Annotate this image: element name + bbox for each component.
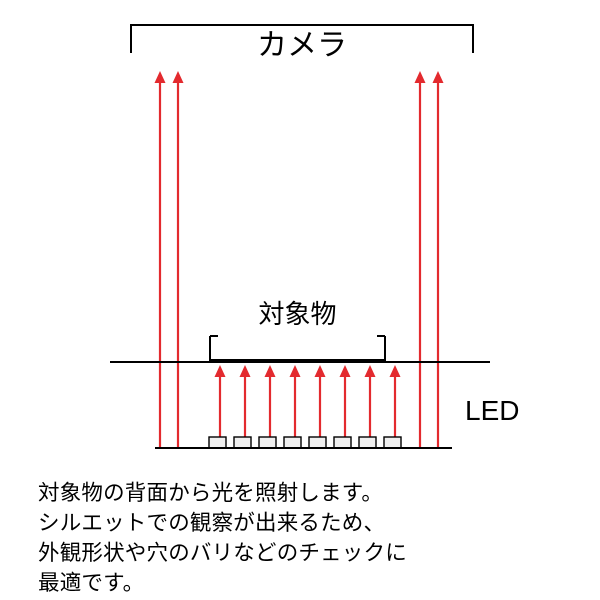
led-emitter bbox=[284, 437, 301, 448]
led-emitter bbox=[234, 437, 251, 448]
led-label: LED bbox=[465, 395, 519, 426]
light-arrow-head bbox=[433, 71, 444, 83]
light-arrow-head bbox=[173, 71, 184, 83]
led-emitter bbox=[359, 437, 376, 448]
light-arrow-head bbox=[155, 71, 166, 83]
light-arrow-head bbox=[365, 365, 376, 377]
led-emitter bbox=[334, 437, 351, 448]
camera-label: カメラ bbox=[257, 29, 347, 62]
light-arrow-head bbox=[390, 365, 401, 377]
caption-line-1: 対象物の背面から光を照射します。 bbox=[38, 481, 383, 505]
light-arrow-head bbox=[290, 365, 301, 377]
object-tray bbox=[210, 336, 385, 360]
light-arrow-head bbox=[340, 365, 351, 377]
led-emitter bbox=[209, 437, 226, 448]
led-emitter bbox=[384, 437, 401, 448]
light-arrow-head bbox=[240, 365, 251, 377]
caption-line-2: シルエットでの観察が出来るため、 bbox=[38, 511, 385, 535]
caption-line-3: 外観形状や穴のバリなどのチェックに bbox=[38, 541, 407, 565]
led-emitter bbox=[259, 437, 276, 448]
caption-block: 対象物の背面から光を照射します。 シルエットでの観察が出来るため、 外観形状や穴… bbox=[38, 478, 540, 598]
light-arrow-head bbox=[265, 365, 276, 377]
light-arrow-head bbox=[415, 71, 426, 83]
light-arrow-head bbox=[315, 365, 326, 377]
light-arrow-head bbox=[215, 365, 226, 377]
object-label: 対象物 bbox=[258, 299, 336, 329]
caption-line-4: 最適です。 bbox=[38, 571, 144, 595]
led-emitter bbox=[309, 437, 326, 448]
